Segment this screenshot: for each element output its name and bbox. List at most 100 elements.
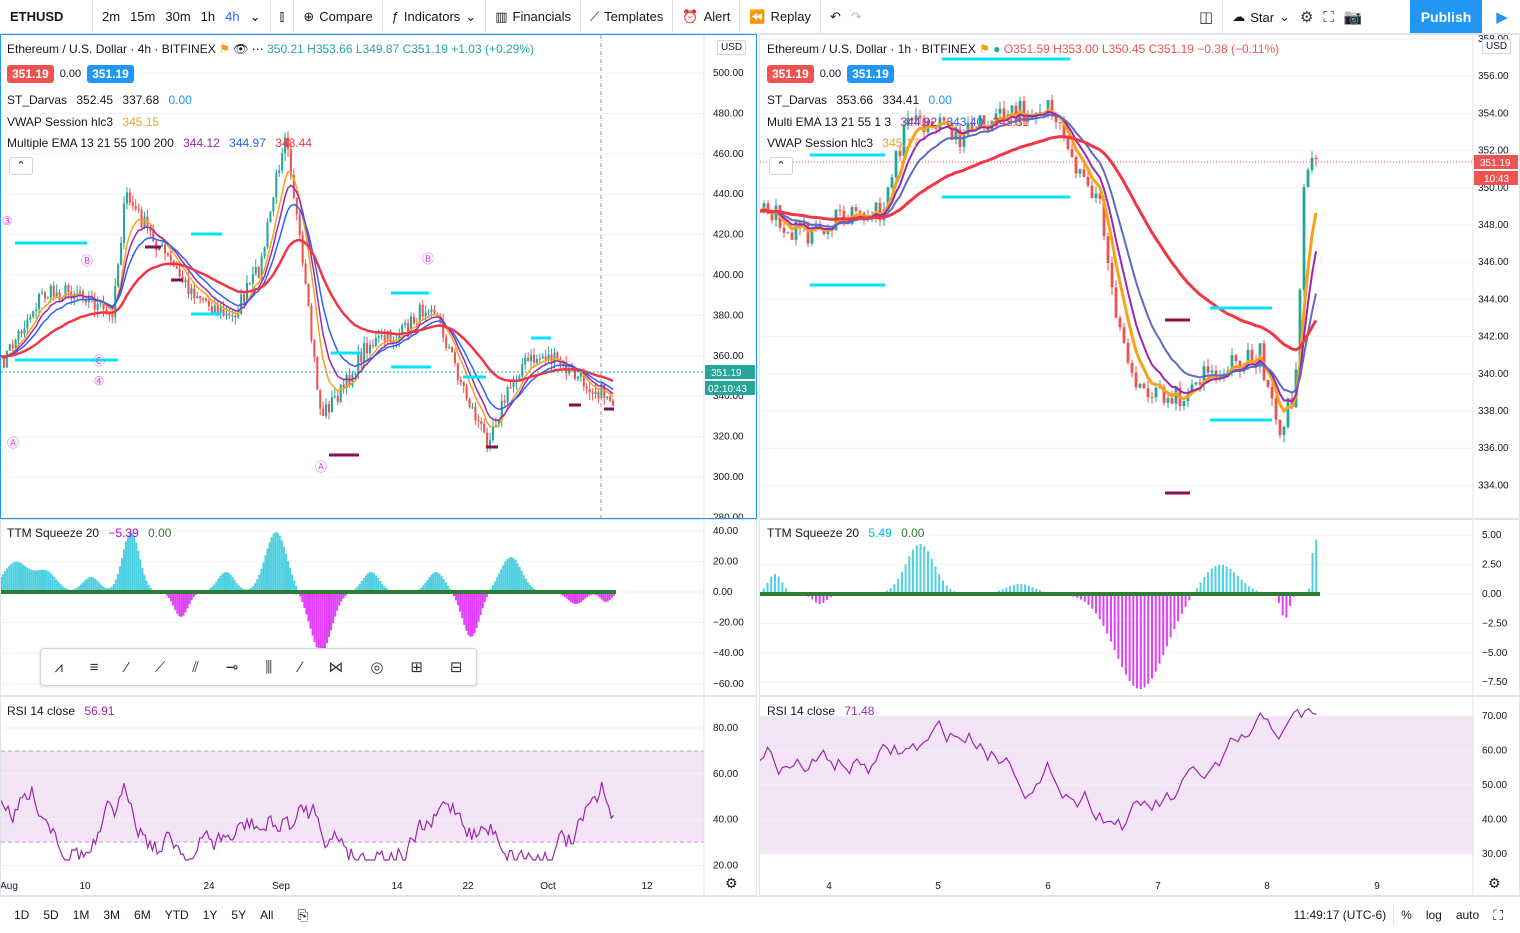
auto-toggle[interactable]: auto <box>1455 908 1480 922</box>
range-5y[interactable]: 5Y <box>231 908 247 922</box>
flag-icon[interactable]: ⚑ <box>219 42 230 56</box>
eye-icon[interactable]: 👁 <box>233 42 249 56</box>
range-group: 1D 5D 1M 3M 6M YTD 1Y 5Y All <box>7 908 280 922</box>
date-range-icon[interactable]: ⎘ <box>297 906 309 923</box>
right-ema-legend[interactable]: Multi EMA 13 21 55 1 3 344.92 343.40 343… <box>767 115 1029 129</box>
gann-icon[interactable]: ⫼ <box>265 658 273 676</box>
collapse-legend-icon[interactable]: ⌃ <box>769 157 793 175</box>
range-5d[interactable]: 5D <box>43 908 59 922</box>
templates-button[interactable]: ⟋ Templates <box>585 0 668 34</box>
range-1d[interactable]: 1D <box>14 908 30 922</box>
right-vwap-legend[interactable]: VWAP Session hlc3 345.17 <box>767 136 919 150</box>
financials-button[interactable]: ▥ Financials <box>490 0 576 34</box>
indicators-button[interactable]: ƒ Indicators ⌄ <box>387 0 482 34</box>
ohlc-value: L350.45 <box>1101 42 1149 56</box>
settings-gear-icon[interactable]: ⚙ <box>725 875 738 891</box>
redo-icon[interactable]: ↷ <box>850 8 862 24</box>
channel-icon[interactable]: ⫽ <box>192 658 199 676</box>
left-candle <box>401 325 404 336</box>
trendline-icon[interactable]: ⟋ <box>154 658 166 676</box>
interval-2m[interactable]: 2m <box>102 9 121 24</box>
fullscreen-icon[interactable]: ⛶ <box>1323 8 1334 26</box>
alert-button[interactable]: ⏰ Alert <box>677 0 735 34</box>
settings-gear-icon[interactable]: ⚙ <box>1299 9 1314 26</box>
compare-button[interactable]: ⊕ Compare <box>298 0 377 34</box>
left-vwap-legend[interactable]: VWAP Session hlc3 345.15 <box>7 115 159 129</box>
left-ttm-legend[interactable]: TTM Squeeze 20 −5.39 0.00 <box>7 526 171 540</box>
symbol-search[interactable]: ETHUSD <box>10 9 64 24</box>
interval-15m[interactable]: 15m <box>130 9 156 24</box>
price-tick: 20.00 <box>713 860 738 871</box>
range-3m[interactable]: 3M <box>103 908 121 922</box>
left-main-pane[interactable]: 500.00 480.00 460.00 440.00 420.00 400.00 380.… <box>0 34 757 519</box>
range-1m[interactable]: 1M <box>72 908 90 922</box>
collapse-legend-icon[interactable]: ⌃ <box>9 157 33 175</box>
right-rsi-chart[interactable]: 70.00 60.00 50.00 40.00 30.00 4 5 6 7 8 9 <box>760 697 1520 896</box>
range-ytd[interactable]: YTD <box>164 908 189 922</box>
right-rsi-legend[interactable]: RSI 14 close 71.48 <box>767 704 874 718</box>
bar-chart-icon: ▥ <box>495 8 508 24</box>
left-candle <box>544 356 547 360</box>
replay-button[interactable]: ⏪ Replay <box>744 0 816 34</box>
left-ema-legend[interactable]: Multiple EMA 13 21 55 100 200 344.12 344… <box>7 136 312 150</box>
layout-icon[interactable]: ◫ <box>1199 9 1214 26</box>
ohlc-value: H353.66 <box>307 42 356 56</box>
elliott-icon[interactable]: ⁄ <box>125 658 128 676</box>
undo-icon[interactable]: ↶ <box>829 8 841 24</box>
right-ttm-pane[interactable]: 5.00 2.50 0.00 −2.50 −5.00 −7.50 TTM Squeeze … <box>759 519 1520 696</box>
left-candle <box>483 423 486 433</box>
interval-1h[interactable]: 1h <box>200 9 216 24</box>
interval-30m[interactable]: 30m <box>165 9 191 24</box>
currency-label[interactable]: USD <box>1482 39 1512 54</box>
left-candle <box>284 137 287 154</box>
right-title: Ethereum / U.S. Dollar · 1h · BITFINEX <box>767 42 976 56</box>
clock-display[interactable]: 11:49:17 (UTC-6) <box>1293 908 1387 922</box>
left-candle <box>122 203 126 243</box>
cyclic-icon[interactable]: ◎ <box>370 659 384 676</box>
camera-icon[interactable]: 📷 <box>1343 9 1363 26</box>
right-ttm-chart[interactable]: 5.00 2.50 0.00 −2.50 −5.00 −7.50 <box>760 520 1520 696</box>
right-candle <box>806 222 810 244</box>
left-candle <box>524 357 527 365</box>
right-darvas-legend[interactable]: ST_Darvas 353.66 334.41 0.00 <box>767 93 952 107</box>
left-rsi-pane[interactable]: 80.00 60.00 40.00 20.00 Aug 10 24 Sep 14 22 Oct 12 … <box>0 696 757 896</box>
fullscreen-icon[interactable]: ⛶ <box>1493 906 1503 923</box>
right-rsi-pane[interactable]: 70.00 60.00 50.00 40.00 30.00 4 5 6 7 8 9 RSI 14 c… <box>759 696 1520 896</box>
left-darvas-legend[interactable]: ST_Darvas 352.45 337.68 0.00 <box>7 93 192 107</box>
interval-dropdown-icon[interactable]: ⌄ <box>249 8 261 24</box>
range-6m[interactable]: 6M <box>134 908 151 922</box>
publish-button[interactable]: Publish <box>1410 0 1482 33</box>
sell-button[interactable]: 351.19 <box>767 65 814 83</box>
long-position-icon[interactable]: ⊞ <box>410 659 423 676</box>
right-candle <box>906 117 910 126</box>
left-rsi-chart[interactable]: 80.00 60.00 40.00 20.00 Aug 10 24 Sep 14 22 Oct 12 <box>1 697 757 896</box>
left-candle <box>190 288 193 295</box>
right-main-pane[interactable]: 358.00356.00354.00352.00350.00348.00346.… <box>759 34 1520 519</box>
line-icon[interactable]: ∕ <box>299 658 302 676</box>
settings-gear-icon[interactable]: ⚙ <box>1488 875 1501 891</box>
percent-toggle[interactable]: % <box>1401 908 1412 922</box>
interval-4h[interactable]: 4h <box>225 9 240 24</box>
candles-icon[interactable]: ⫾ <box>279 8 285 25</box>
sell-button[interactable]: 351.19 <box>7 65 54 83</box>
pattern-icon[interactable]: ⩘ <box>54 658 63 676</box>
fib-icon[interactable]: ≡ <box>89 658 99 676</box>
buy-button[interactable]: 351.19 <box>847 65 894 83</box>
left-candle <box>506 387 509 403</box>
right-ttm-legend[interactable]: TTM Squeeze 20 5.49 0.00 <box>767 526 924 540</box>
xabcd-icon[interactable]: ⋈ <box>328 659 344 676</box>
left-rsi-legend[interactable]: RSI 14 close 56.91 <box>7 704 114 718</box>
flag-icon[interactable]: ⚑ <box>979 42 990 56</box>
play-circle-icon[interactable]: ▶ <box>1496 8 1508 26</box>
currency-label[interactable]: USD <box>717 40 747 55</box>
short-position-icon[interactable]: ⊟ <box>449 659 463 676</box>
more-icon[interactable]: ⋯ <box>251 42 264 56</box>
buy-button[interactable]: 351.19 <box>87 65 134 83</box>
right-price-chart[interactable]: 358.00356.00354.00352.00350.00348.00346.… <box>760 35 1520 519</box>
range-1y[interactable]: 1Y <box>202 908 218 922</box>
range-all[interactable]: All <box>260 908 274 922</box>
left-price-chart[interactable]: 500.00 480.00 460.00 440.00 420.00 400.00 380.… <box>1 35 757 519</box>
log-toggle[interactable]: log <box>1425 908 1442 922</box>
layout-name-button[interactable]: ☁ Star ⌄ <box>1227 0 1295 34</box>
horizontal-ray-icon[interactable]: ⊸ <box>225 659 239 676</box>
